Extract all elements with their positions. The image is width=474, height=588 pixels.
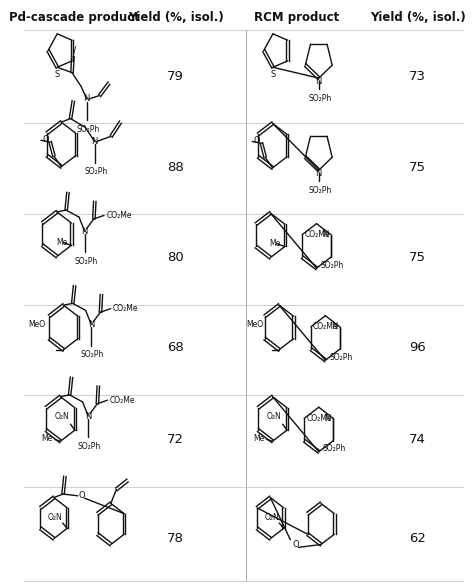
Text: 88: 88 xyxy=(167,161,184,175)
Text: MeO: MeO xyxy=(246,320,263,329)
Text: MeO: MeO xyxy=(28,320,46,329)
Text: SO₂Ph: SO₂Ph xyxy=(84,168,108,176)
Text: 72: 72 xyxy=(167,433,184,446)
Text: 78: 78 xyxy=(167,532,184,545)
Text: SO₂Ph: SO₂Ph xyxy=(78,442,101,451)
Text: Me: Me xyxy=(270,239,281,248)
Text: N: N xyxy=(85,412,91,420)
Text: N: N xyxy=(322,230,328,239)
Text: SO₂Ph: SO₂Ph xyxy=(309,186,332,195)
Text: CO₂Me: CO₂Me xyxy=(313,322,338,332)
Text: CO₂Me: CO₂Me xyxy=(113,304,138,313)
Text: 74: 74 xyxy=(410,433,426,446)
Text: SO₂Ph: SO₂Ph xyxy=(329,353,353,362)
Text: 80: 80 xyxy=(167,251,184,264)
Text: Yield (%, isol.): Yield (%, isol.) xyxy=(128,11,224,24)
Text: O: O xyxy=(292,540,299,549)
Text: O₂N: O₂N xyxy=(48,513,63,523)
Text: 73: 73 xyxy=(409,71,426,83)
Text: N: N xyxy=(88,320,94,329)
Text: CO₂Me: CO₂Me xyxy=(307,414,332,423)
Text: N: N xyxy=(316,169,322,178)
Text: SO₂Ph: SO₂Ph xyxy=(76,125,100,134)
Text: 62: 62 xyxy=(410,532,426,545)
Text: RCM product: RCM product xyxy=(254,11,339,24)
Text: 96: 96 xyxy=(410,342,426,355)
Text: N: N xyxy=(331,322,337,332)
Text: N: N xyxy=(316,76,322,86)
Text: O₂N: O₂N xyxy=(266,412,281,421)
Text: O: O xyxy=(79,492,86,500)
Text: N: N xyxy=(91,137,98,146)
Text: N: N xyxy=(324,414,330,423)
Text: CO₂Me: CO₂Me xyxy=(110,396,135,405)
Text: S: S xyxy=(270,71,275,79)
Text: SO₂Ph: SO₂Ph xyxy=(323,444,346,453)
Text: CO₂Me: CO₂Me xyxy=(304,230,330,239)
Text: 79: 79 xyxy=(167,71,184,83)
Text: O₂N: O₂N xyxy=(264,513,279,523)
Text: Me: Me xyxy=(254,434,264,443)
Text: O: O xyxy=(254,136,260,145)
Text: N: N xyxy=(83,95,90,103)
Text: Me: Me xyxy=(56,238,67,247)
Text: Yield (%, isol.): Yield (%, isol.) xyxy=(370,11,465,24)
Text: Pd-cascade product: Pd-cascade product xyxy=(9,11,140,24)
Text: SO₂Ph: SO₂Ph xyxy=(309,94,332,103)
Text: CO₂Me: CO₂Me xyxy=(106,211,132,220)
Text: N: N xyxy=(82,227,88,236)
Text: O₂N: O₂N xyxy=(55,412,69,421)
Text: SO₂Ph: SO₂Ph xyxy=(81,350,104,359)
Text: 75: 75 xyxy=(409,251,426,264)
Text: S: S xyxy=(55,71,60,79)
Text: SO₂Ph: SO₂Ph xyxy=(74,257,98,266)
Text: 68: 68 xyxy=(167,342,184,355)
Text: O: O xyxy=(43,135,49,143)
Text: Me: Me xyxy=(41,434,53,443)
Text: /: / xyxy=(73,46,76,56)
Text: 75: 75 xyxy=(409,161,426,175)
Text: SO₂Ph: SO₂Ph xyxy=(321,260,344,269)
